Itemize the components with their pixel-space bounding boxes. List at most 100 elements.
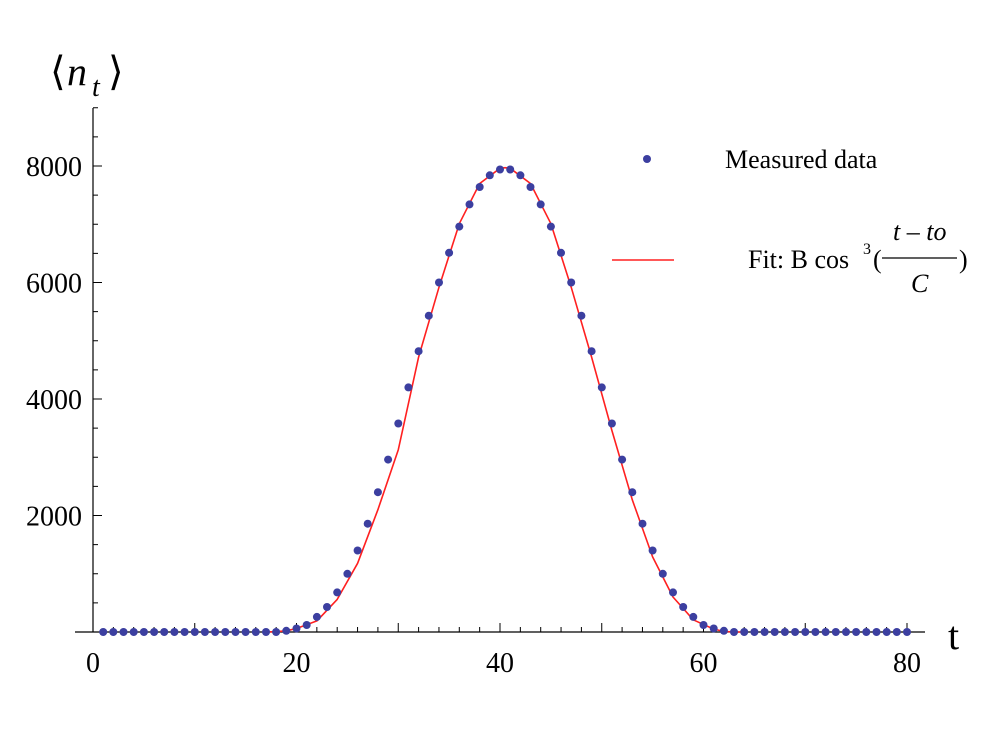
data-point	[353, 546, 362, 555]
data-point	[648, 546, 657, 555]
data-point	[394, 419, 403, 428]
data-point	[872, 628, 881, 636]
data-point	[373, 488, 382, 497]
fit-line-group	[265, 166, 745, 633]
legend-measured-label: Measured data	[725, 145, 878, 174]
data-point	[211, 628, 220, 636]
legend-fit-denominator: C	[911, 269, 929, 298]
fit-line	[265, 166, 745, 633]
data-point	[567, 278, 576, 287]
points-group	[99, 165, 911, 636]
data-point	[557, 248, 565, 257]
legend-fit-prefix: Fit: B cos	[748, 245, 849, 274]
data-point	[384, 455, 393, 464]
data-point	[323, 603, 331, 611]
data-point	[231, 628, 240, 636]
data-point	[180, 628, 189, 636]
data-point	[282, 626, 291, 635]
data-point	[139, 628, 148, 636]
data-point	[669, 588, 677, 597]
data-point	[770, 628, 779, 636]
ticks-group: 0 20 40 60 80 2000 4000 6000 8000	[26, 107, 921, 679]
x-axis-title: t	[948, 613, 959, 658]
legend: Measured data Fit: B cos 3 ( t – to C )	[612, 145, 968, 298]
y-axis-title-close: ⟩	[108, 49, 124, 94]
data-point	[760, 628, 769, 636]
y-axis-title-open: ⟨	[50, 49, 66, 94]
x-tick-label: 60	[690, 648, 718, 679]
data-point	[251, 628, 260, 636]
legend-fit-numerator: t – to	[893, 217, 946, 246]
x-tick-label: 40	[486, 648, 514, 679]
data-point	[526, 183, 535, 191]
data-point	[831, 628, 840, 636]
data-point	[99, 628, 108, 636]
data-point	[455, 222, 464, 231]
data-point	[607, 419, 616, 428]
data-point	[312, 612, 321, 621]
data-point	[709, 624, 718, 633]
data-point	[587, 347, 596, 356]
data-point	[516, 171, 525, 180]
x-tick-label: 0	[86, 648, 100, 679]
data-point	[221, 628, 230, 636]
axes-group	[75, 108, 925, 633]
data-point	[821, 628, 830, 636]
data-point	[852, 628, 861, 636]
data-point	[577, 311, 586, 320]
data-point	[109, 628, 118, 636]
data-point	[862, 628, 871, 636]
data-point	[597, 383, 606, 392]
data-point	[424, 311, 433, 320]
data-point	[190, 628, 199, 636]
data-point	[129, 628, 138, 636]
data-point	[546, 222, 555, 231]
data-point	[150, 628, 159, 636]
data-point	[903, 628, 911, 636]
data-point	[435, 278, 443, 287]
data-point	[200, 628, 209, 636]
data-point	[679, 603, 688, 611]
y-axis-title: n	[67, 49, 87, 94]
data-point	[496, 165, 504, 174]
data-point	[262, 628, 270, 636]
data-point	[475, 183, 484, 191]
data-point	[628, 488, 637, 497]
data-point	[892, 628, 901, 636]
x-tick-label: 20	[283, 648, 311, 679]
data-point	[170, 628, 179, 636]
data-point	[689, 612, 698, 621]
data-point	[343, 569, 352, 578]
data-point	[506, 165, 515, 174]
data-point	[160, 628, 169, 636]
data-point	[292, 624, 301, 633]
legend-fit-exponent: 3	[863, 241, 871, 258]
data-point	[302, 621, 311, 629]
legend-fit-close-paren: )	[959, 245, 968, 274]
data-point	[811, 628, 820, 636]
y-tick-label: 8000	[26, 152, 82, 183]
data-point	[536, 200, 545, 209]
data-point	[719, 626, 728, 635]
data-point	[780, 628, 789, 636]
data-point	[638, 519, 647, 528]
data-point	[618, 455, 627, 464]
data-point	[445, 248, 454, 257]
y-tick-label: 2000	[26, 502, 82, 533]
y-tick-label: 4000	[26, 385, 82, 416]
y-tick-label: 6000	[26, 269, 82, 300]
data-point	[801, 628, 810, 636]
data-point	[404, 383, 413, 392]
data-point	[119, 628, 128, 636]
data-point	[465, 200, 474, 209]
data-point	[740, 628, 749, 636]
data-point	[241, 628, 250, 636]
y-axis-title-subscript: t	[92, 72, 101, 103]
data-point	[699, 621, 708, 629]
legend-fit-open-paren: (	[873, 245, 882, 274]
data-point	[658, 569, 667, 578]
data-point	[882, 628, 891, 636]
x-tick-label: 80	[893, 648, 921, 679]
data-point	[363, 519, 372, 528]
